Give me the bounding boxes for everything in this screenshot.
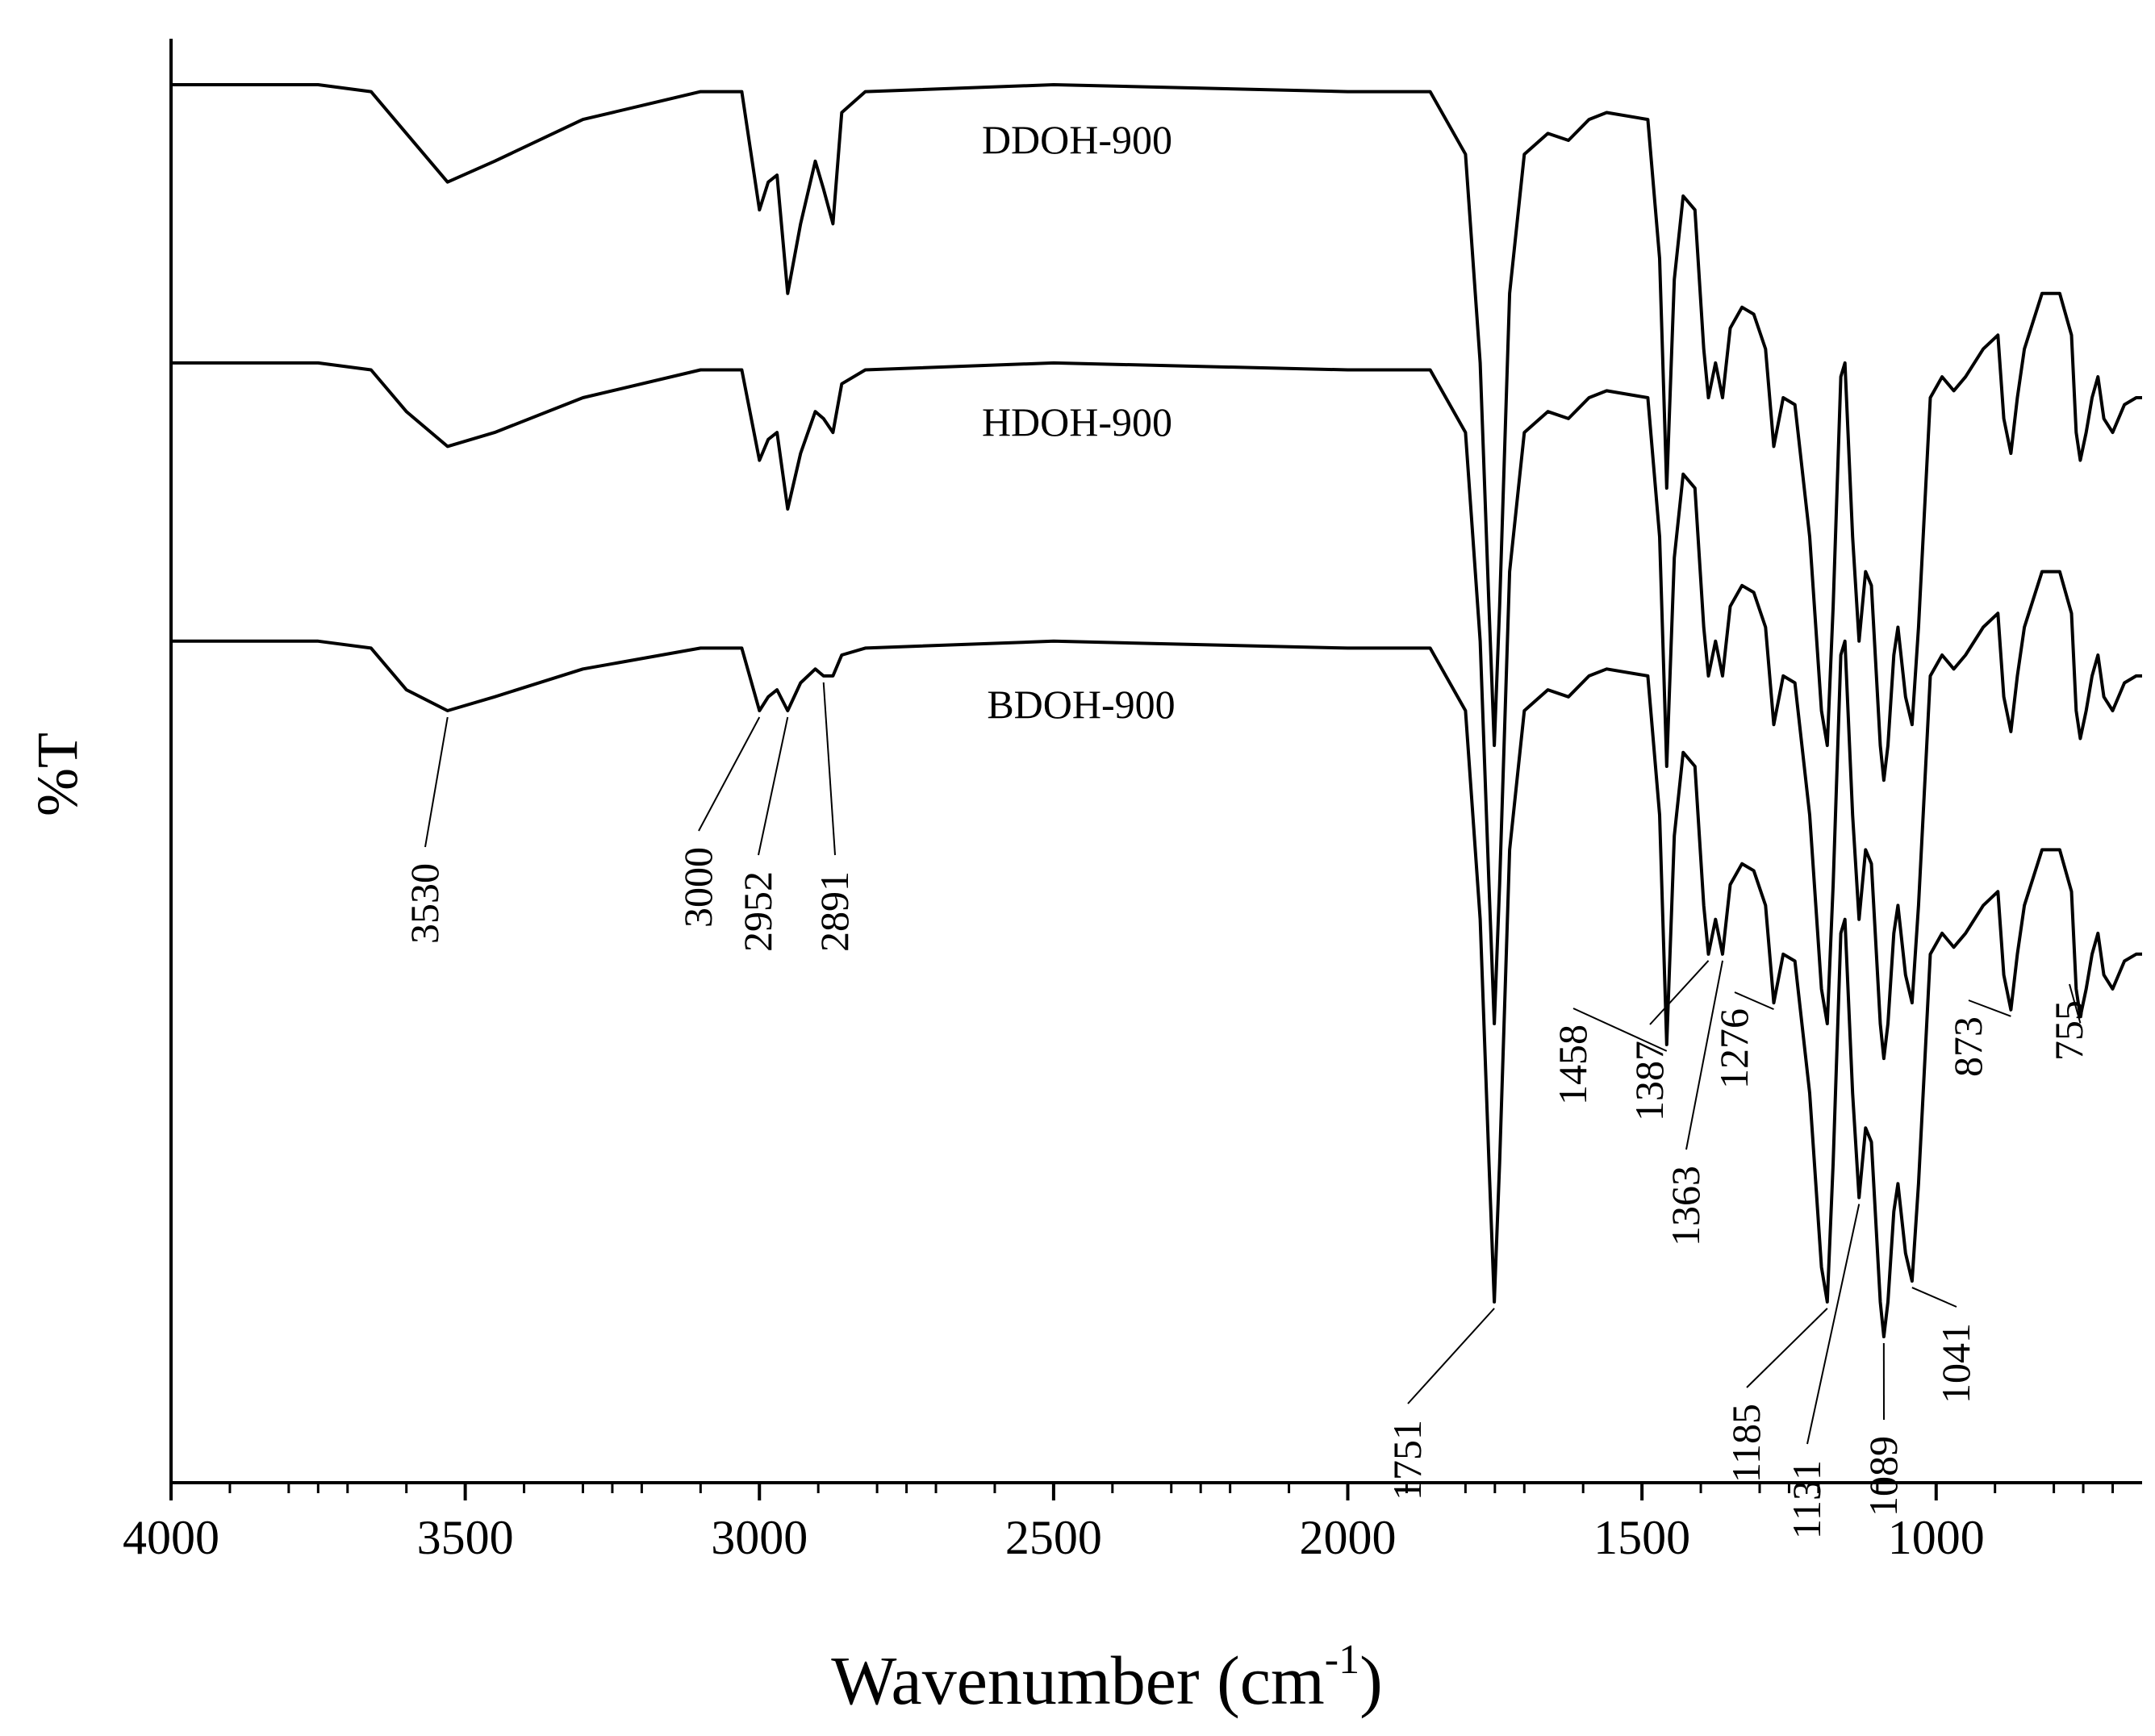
x-axis-title-close: ): [1359, 1642, 1383, 1719]
peak-label-3530: 3530: [402, 863, 447, 944]
peak-label-755: 755: [2046, 1000, 2091, 1061]
series-line-bdoh-900: [171, 639, 2142, 1338]
x-tick-label: 2000: [1300, 1511, 1397, 1564]
x-tick-labels: 4000 3500 3000 2500 2000 1500 1000: [123, 1511, 1985, 1564]
x-tick-label: 3500: [417, 1511, 514, 1564]
peak-leader-1185: [1746, 1308, 1828, 1388]
peak-leader-1387: [1649, 960, 1710, 1025]
series-label-hdoh-900: HDOH-900: [982, 399, 1172, 444]
peak-label-1751: 1751: [1384, 1420, 1430, 1500]
x-ticks: [169, 1483, 2115, 1500]
peak-leader-1458: [1572, 1008, 1668, 1052]
peak-label-1387: 1387: [1627, 1041, 1672, 1121]
peak-label-2952: 2952: [735, 871, 780, 952]
peak-leader-755: [2069, 983, 2082, 1024]
series-label-ddoh-900: DDOH-900: [982, 117, 1172, 162]
peak-leader-1751: [1407, 1308, 1495, 1404]
peak-label-1363: 1363: [1663, 1166, 1708, 1246]
axes: [169, 39, 2142, 1484]
x-tick-label: 1500: [1593, 1511, 1690, 1564]
peak-label-1089: 1089: [1861, 1436, 1906, 1517]
peak-label-873: 873: [1945, 1016, 1990, 1077]
peak-annotations: 3530 3000 2952 2891 1751 1458 1387 1363 1276 1185…: [402, 682, 2091, 1539]
peak-label-1131: 1131: [1784, 1460, 1829, 1539]
x-tick-label: 4000: [123, 1511, 219, 1564]
series-line-hdoh-900: [171, 361, 2142, 1061]
x-tick-label: 3000: [711, 1511, 808, 1564]
series-label-bdoh-900: BDOH-900: [987, 682, 1175, 727]
peak-leader-1363: [1685, 960, 1724, 1150]
peak-label-3000: 3000: [675, 847, 720, 928]
peak-label-1185: 1185: [1723, 1404, 1769, 1483]
y-axis-title: %T: [25, 732, 90, 816]
peak-leader-3530: [424, 716, 449, 848]
peak-label-1276: 1276: [1711, 1008, 1756, 1089]
peak-leader-1041: [1911, 1287, 1957, 1308]
x-axis-title-sup: -1: [1325, 1637, 1359, 1683]
x-tick-label: 2500: [1005, 1511, 1102, 1564]
peak-label-2891: 2891: [812, 871, 857, 952]
peak-label-1458: 1458: [1550, 1024, 1595, 1105]
series-lines: [171, 83, 2142, 1338]
x-tick-label: 1000: [1888, 1511, 1985, 1564]
peak-leader-2952: [758, 716, 789, 856]
peak-leader-873: [1968, 999, 2011, 1017]
peak-leader-2891: [822, 682, 836, 856]
peak-leader-3000: [698, 716, 761, 832]
peak-label-1041: 1041: [1933, 1323, 1978, 1404]
series-labels: DDOH-900 HDOH-900 BDOH-900: [982, 117, 1176, 727]
x-axis-title: Wavenumber (cm-1): [831, 1637, 1383, 1719]
peak-leader-1131: [1806, 1204, 1861, 1445]
peak-leader-1276: [1734, 991, 1774, 1011]
x-axis-title-main: Wavenumber (cm: [831, 1642, 1325, 1719]
series-line-ddoh-900: [171, 83, 2142, 782]
